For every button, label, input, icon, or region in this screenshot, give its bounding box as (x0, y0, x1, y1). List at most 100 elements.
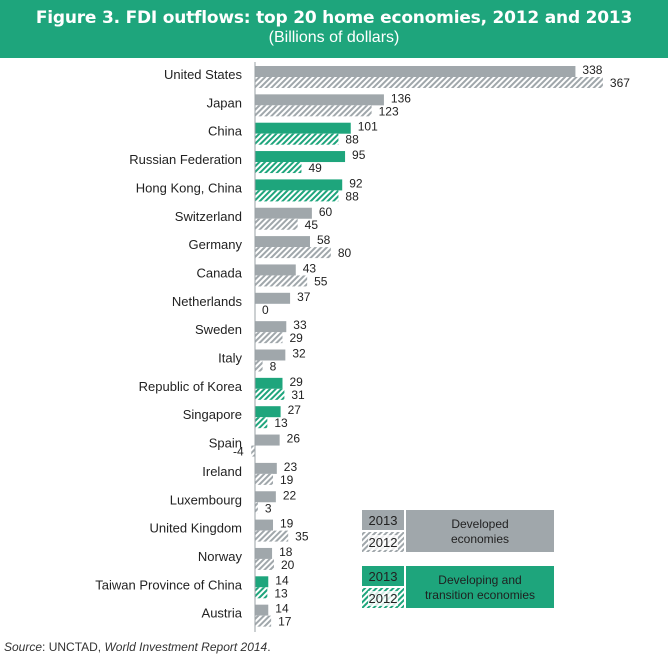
legend-developing-2013-label: 2013 (369, 569, 398, 584)
value-label-2012: 55 (314, 274, 328, 288)
source-suffix: . (267, 640, 271, 654)
bar-2013 (255, 179, 343, 191)
bar-2012 (255, 247, 331, 259)
value-label-2012: 367 (610, 76, 630, 90)
bar-2013 (255, 151, 346, 163)
legend: 2013 2012 Developed economies 2013 2012 D… (362, 510, 554, 608)
bar-2013 (255, 576, 269, 588)
category-label: Ireland (202, 464, 242, 479)
value-label-2012: 13 (274, 586, 288, 600)
value-label-2012: 45 (305, 218, 319, 232)
bar-2013 (255, 66, 576, 77)
category-label: Canada (196, 265, 242, 280)
legend-developed-box (406, 510, 554, 552)
bar-2013 (255, 264, 296, 276)
chart-subtitle: (Billions of dollars) (268, 29, 400, 46)
value-label-2012: 3 (265, 501, 272, 515)
bar-2013 (255, 292, 291, 304)
legend-developing-text: Developing and transition economies (425, 573, 535, 602)
bar-2013 (255, 94, 384, 106)
legend-label-backdrop (368, 591, 398, 606)
value-label-2013: 136 (391, 91, 411, 105)
value-label-2012: 20 (281, 558, 295, 572)
value-label-2012: 123 (379, 104, 399, 118)
legend-developed-2013-label: 2013 (369, 513, 398, 528)
bar-2012 (255, 388, 285, 400)
legend-developing-2013-swatch (362, 566, 404, 586)
category-label: Italy (218, 351, 242, 366)
value-label-2012: 29 (289, 331, 303, 345)
category-label: Republic of Korea (139, 379, 243, 394)
value-label-2013: 27 (288, 403, 302, 417)
bar-2013 (255, 547, 273, 559)
bar-2012 (255, 162, 302, 174)
bar-2012 (255, 530, 289, 542)
category-label: Singapore (183, 407, 242, 422)
value-label-2012: 17 (278, 615, 292, 629)
bar-2013 (255, 491, 276, 503)
category-label: Norway (198, 549, 243, 564)
value-label-2012: 31 (291, 388, 305, 402)
category-label: Spain (209, 436, 242, 451)
value-label-2013: 14 (275, 602, 289, 616)
bar-2013 (255, 604, 269, 616)
bar-2012 (255, 615, 272, 627)
bar-2012 (251, 445, 255, 457)
legend-developed-2012-label: 2012 (369, 535, 398, 550)
bar-2012 (255, 133, 339, 145)
value-label-2013: 101 (358, 120, 378, 134)
source-prefix: Source (4, 640, 43, 654)
value-label-2012: 49 (308, 161, 322, 175)
category-label: Taiwan Province of China (95, 577, 242, 592)
value-label-2013: 18 (279, 545, 293, 559)
bar-2013 (255, 321, 287, 333)
bar-2012 (255, 218, 298, 230)
bar-2013 (255, 406, 281, 418)
source-middle: : UNCTAD, (42, 640, 105, 654)
bar-2012 (255, 360, 263, 372)
value-label-2013: 58 (317, 233, 331, 247)
value-label-2013: 95 (352, 148, 366, 162)
category-label: Hong Kong, China (136, 180, 243, 195)
bar-2013 (255, 519, 274, 531)
legend-label-backdrop (368, 535, 398, 550)
value-label-2013: 19 (280, 517, 294, 531)
value-label-2012: 80 (338, 246, 352, 260)
bar-2012 (255, 587, 268, 599)
value-label-2013: 37 (297, 290, 311, 304)
legend-developed-2013-swatch (362, 510, 404, 530)
bar-2013 (255, 236, 310, 248)
value-label-2013: 338 (582, 63, 602, 77)
bar-2012 (255, 77, 603, 88)
value-label-2013: 92 (349, 176, 363, 190)
value-label-2013: 23 (284, 460, 298, 474)
bar-2012 (255, 190, 339, 202)
category-label: Germany (189, 237, 243, 252)
bar-2012 (255, 105, 372, 117)
category-label: Sweden (195, 322, 242, 337)
category-label: Switzerland (175, 209, 242, 224)
category-label: Japan (207, 95, 242, 110)
bar-2012 (255, 275, 308, 287)
source-report: World Investment Report 2014 (104, 640, 268, 654)
value-label-2012: 13 (274, 416, 288, 430)
category-label: Netherlands (172, 294, 243, 309)
bar-2013 (255, 377, 283, 389)
value-label-2013: 26 (287, 432, 301, 446)
value-label-2012: 8 (270, 360, 277, 374)
category-label: United States (164, 67, 243, 82)
chart-title: Figure 3. FDI outflows: top 20 home econ… (35, 8, 633, 28)
category-label: Austria (202, 606, 243, 621)
value-label-2012: -4 (233, 445, 244, 459)
value-label-2013: 14 (275, 573, 289, 587)
title-bar: Figure 3. FDI outflows: top 20 home econ… (0, 0, 668, 58)
value-label-2012: 88 (345, 189, 359, 203)
value-label-2013: 22 (283, 488, 297, 502)
category-label: Luxembourg (170, 492, 242, 507)
value-label-2013: 32 (292, 347, 306, 361)
legend-developing-box (406, 566, 554, 608)
value-label-2013: 43 (303, 261, 317, 275)
category-label: China (208, 124, 243, 139)
